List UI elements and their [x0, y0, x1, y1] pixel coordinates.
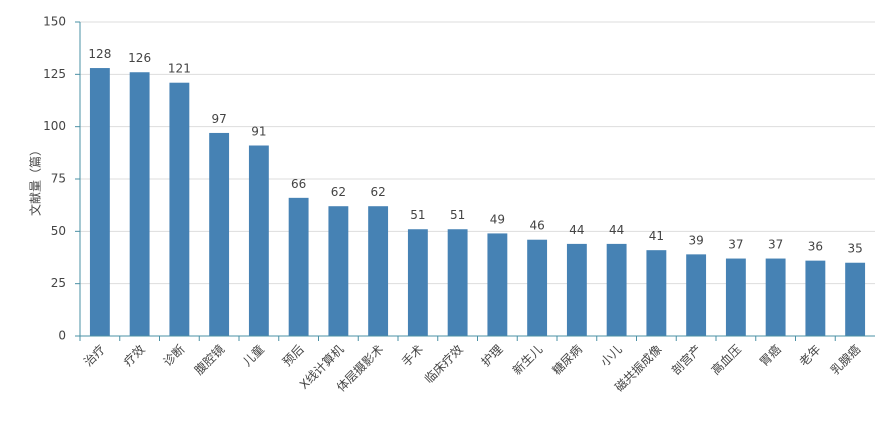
data-label: 44 — [609, 223, 624, 237]
bar — [527, 239, 548, 336]
y-axis-label: 文献量（篇） — [28, 144, 43, 216]
x-tick-label: 诊断 — [160, 342, 188, 370]
data-label: 97 — [211, 112, 226, 126]
data-label: 66 — [291, 177, 306, 191]
x-tick-label: 治疗 — [81, 342, 108, 369]
x-tick-label: 临床疗效 — [421, 342, 466, 387]
bar — [566, 243, 587, 336]
x-tick-label: 高血压 — [708, 342, 744, 378]
bar — [725, 258, 746, 336]
bar — [606, 243, 627, 336]
bar — [686, 254, 707, 336]
data-label: 51 — [450, 208, 465, 222]
bar — [845, 262, 866, 336]
bar — [447, 229, 468, 336]
bar — [805, 260, 826, 336]
bar — [129, 72, 150, 337]
data-label: 37 — [768, 238, 783, 252]
data-label: 51 — [410, 208, 425, 222]
data-label: 35 — [847, 242, 862, 256]
y-tick-label: 125 — [43, 67, 66, 81]
data-label: 62 — [370, 185, 385, 199]
data-label: 126 — [128, 51, 151, 65]
x-tick-label: 预后 — [280, 342, 307, 369]
x-tick-label: 乳腺癌 — [827, 342, 863, 378]
data-label: 128 — [88, 47, 111, 61]
data-label: 46 — [529, 219, 544, 233]
y-tick-label: 50 — [51, 224, 66, 238]
data-label: 41 — [649, 229, 664, 243]
y-tick-label: 100 — [43, 119, 66, 133]
data-label: 62 — [331, 185, 346, 199]
x-tick-label: 手术 — [399, 342, 426, 369]
x-tick-label: 疗效 — [120, 342, 148, 370]
bar — [248, 145, 269, 336]
data-label: 49 — [490, 212, 505, 226]
bar — [169, 82, 190, 336]
x-tick-label: 儿童 — [239, 342, 267, 370]
x-tick-label: 剖宫产 — [668, 342, 704, 378]
bar — [407, 229, 428, 336]
y-tick-label: 0 — [58, 329, 66, 343]
bar — [89, 68, 110, 336]
y-tick-label: 25 — [51, 276, 66, 290]
y-tick-label: 150 — [43, 15, 66, 29]
x-tick-label: 胃癌 — [756, 342, 784, 370]
data-label: 121 — [168, 62, 191, 76]
x-tick-label: 新生儿 — [509, 342, 545, 378]
bar — [487, 233, 508, 336]
bar — [288, 197, 309, 336]
x-tick-label: 护理 — [479, 342, 506, 369]
bar — [765, 258, 786, 336]
data-label: 91 — [251, 125, 266, 139]
data-label: 39 — [688, 233, 703, 247]
bar — [646, 250, 667, 336]
x-tick-label: 老年 — [797, 342, 824, 369]
data-label: 44 — [569, 223, 584, 237]
x-tick-label: 腹腔镜 — [191, 342, 227, 378]
y-tick-label: 75 — [51, 172, 66, 186]
data-label: 36 — [808, 240, 823, 254]
data-label: 37 — [728, 238, 743, 252]
bar — [328, 206, 349, 336]
bar — [209, 132, 230, 336]
bar — [368, 206, 389, 336]
x-tick-label: 糖尿病 — [549, 342, 585, 378]
x-tick-label: 小儿 — [598, 342, 625, 369]
